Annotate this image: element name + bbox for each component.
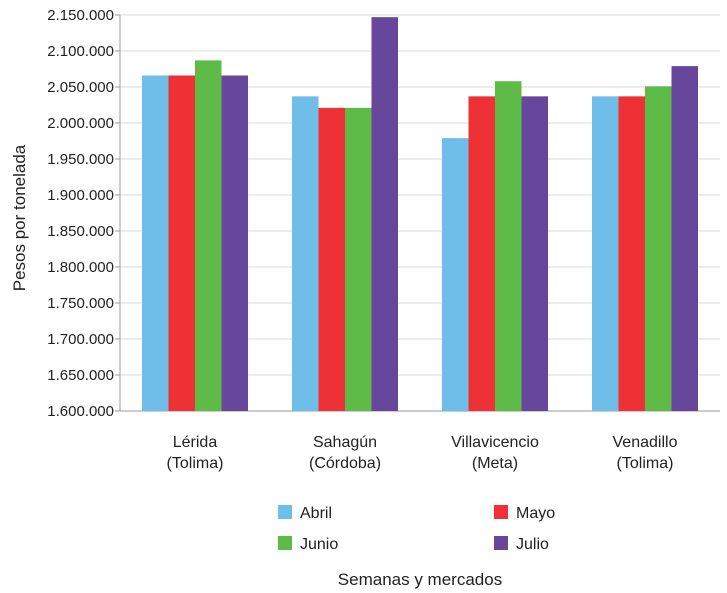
bar-abril	[442, 138, 469, 411]
y-tick-label: 1.600.000	[47, 403, 114, 420]
y-tick-label: 1.950.000	[47, 151, 114, 168]
bar-mayo	[618, 96, 645, 412]
legend-swatch-julio	[494, 536, 508, 550]
y-tick-label: 1.750.000	[47, 295, 114, 312]
bar-abril	[592, 96, 619, 412]
category-label: Sahagún	[313, 434, 377, 451]
bar-junio	[495, 81, 522, 412]
category-sublabel: (Tolima)	[617, 455, 674, 472]
bar-julio	[521, 96, 548, 412]
legend: Abril Mayo Junio Julio	[278, 505, 555, 553]
bar-junio	[195, 60, 222, 412]
y-tick-label: 2.150.000	[47, 7, 114, 24]
category-label: Villavicencio	[451, 434, 539, 451]
bar-abril	[142, 75, 169, 411]
bar-julio	[221, 75, 248, 411]
legend-swatch-abril	[278, 505, 292, 519]
category-sublabel: (Meta)	[472, 455, 518, 472]
category-label: Venadillo	[613, 434, 678, 451]
category-sublabel: (Tolima)	[167, 455, 224, 472]
y-tick-label: 1.800.000	[47, 259, 114, 276]
x-axis-categories: Lérida (Tolima) Sahagún (Córdoba) Villavicen…	[167, 434, 678, 472]
bar-mayo	[318, 107, 345, 411]
bar-abril	[292, 96, 319, 412]
y-tick-label: 1.650.000	[47, 367, 114, 384]
y-tick-label: 2.000.000	[47, 115, 114, 132]
x-axis-title: Semanas y mercados	[338, 570, 502, 589]
y-axis-title: Pesos por tonelada	[10, 144, 29, 291]
y-tick-label: 2.100.000	[47, 43, 114, 60]
legend-label-mayo: Mayo	[516, 505, 555, 522]
bar-mayo	[468, 96, 495, 412]
category-label: Lérida	[173, 434, 218, 451]
bar-junio	[345, 107, 372, 411]
y-tick-label: 2.050.000	[47, 79, 114, 96]
category-sublabel: (Córdoba)	[309, 455, 381, 472]
y-tick-label: 1.850.000	[47, 223, 114, 240]
y-tick-label: 1.900.000	[47, 187, 114, 204]
bar-julio	[371, 17, 398, 411]
bar-julio	[671, 66, 698, 412]
legend-swatch-junio	[278, 536, 292, 550]
bars	[142, 17, 698, 412]
legend-label-junio: Junio	[300, 536, 338, 553]
bar-mayo	[168, 75, 195, 411]
y-tick-label: 1.700.000	[47, 331, 114, 348]
bar-junio	[645, 86, 672, 411]
legend-label-julio: Julio	[516, 536, 549, 553]
legend-swatch-mayo	[494, 505, 508, 519]
legend-label-abril: Abril	[300, 505, 332, 522]
y-axis-ticks: 1.600.000 1.650.000 1.700.000 1.750.000 1.80…	[47, 7, 114, 420]
